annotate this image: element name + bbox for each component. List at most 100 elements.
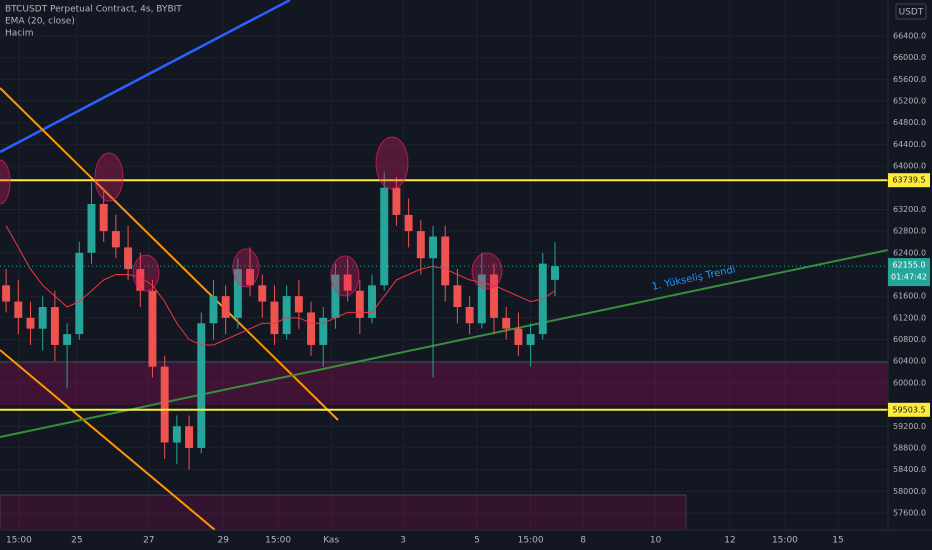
candle-body: [136, 269, 145, 291]
y-tick-label: 58000.0: [893, 487, 926, 496]
candle-body: [111, 231, 120, 248]
highlight: [330, 255, 360, 297]
candle-body: [99, 204, 108, 232]
candle-body: [551, 266, 559, 280]
candle-body: [87, 204, 96, 253]
trend-line: [0, 349, 216, 531]
candle-body: [319, 317, 328, 345]
candle-body: [368, 285, 376, 318]
x-tick-label: 15: [832, 536, 843, 546]
y-tick-label: 66000.0: [893, 53, 926, 62]
candle-body: [2, 285, 11, 302]
candle-body: [258, 285, 267, 302]
candle-body: [246, 269, 255, 286]
y-tick-label: 58800.0: [893, 443, 926, 452]
chart-title: BTCUSDT Perpetual Contract, 4s, BYBIT: [5, 5, 182, 15]
x-tick-label: 3: [400, 536, 406, 546]
ema-line: [5, 225, 556, 346]
last-price-label: 62155.0: [892, 261, 925, 270]
candle-body: [26, 317, 35, 329]
currency-box: [895, 3, 927, 20]
candle-body: [14, 301, 23, 318]
x-tick-label: 29: [217, 536, 229, 546]
x-tick-label: 10: [650, 536, 662, 546]
x-tick-label: 5: [474, 536, 480, 546]
candle-body: [209, 296, 218, 324]
candle-body: [270, 301, 279, 335]
candle-body: [185, 426, 194, 448]
candle-body: [331, 274, 340, 318]
x-tick-label: 15:00: [518, 536, 544, 546]
zone: [0, 362, 888, 405]
last-price-box: [888, 258, 930, 287]
y-tick-label: 60800.0: [893, 335, 926, 344]
y-tick-label: 65600.0: [893, 75, 926, 84]
candle-body: [307, 312, 316, 345]
y-tick-label: 58400.0: [893, 465, 926, 474]
highlight: [0, 159, 11, 205]
currency: USDT: [899, 8, 924, 18]
candle-body: [38, 307, 47, 329]
candle-body: [197, 323, 206, 448]
candle-body: [50, 307, 59, 345]
candle-body: [355, 290, 364, 318]
countdown: 01:47:42: [891, 273, 927, 282]
candle-body: [172, 426, 181, 443]
y-tick-label: 64800.0: [893, 118, 926, 127]
y-tick-label: 59200.0: [893, 422, 926, 431]
candles: [0, 171, 888, 470]
highlight: [94, 152, 124, 202]
zone: [0, 494, 687, 531]
y-tick-label: 57600.0: [893, 508, 926, 517]
candle-body: [124, 247, 133, 270]
x-tick-label: 25: [71, 536, 82, 546]
candle-body: [343, 274, 352, 291]
candle-body: [441, 236, 450, 286]
x-tick-label: 8: [580, 536, 586, 546]
candle-body: [490, 274, 498, 318]
level-label: 59503.5: [892, 405, 925, 414]
candle-body: [160, 366, 169, 443]
y-tick-label: 66400.0: [893, 31, 926, 40]
y-tick-label: 63200.0: [893, 205, 926, 214]
y-tick-label: 62400.0: [893, 248, 926, 257]
y-tick-label: 61600.0: [893, 292, 926, 301]
y-tick-label: 60000.0: [893, 378, 926, 387]
candle-body: [514, 328, 523, 345]
y-tick-label: 65200.0: [893, 97, 926, 106]
candle-body: [392, 187, 401, 215]
candle-body: [63, 334, 72, 345]
x-tick-label: 15:00: [772, 536, 798, 546]
highlights: [0, 136, 503, 297]
axes: 66400.0 66000.0 65600.0 65200.0 64800.0 64400…: [6, 31, 930, 546]
candle-body: [429, 236, 437, 259]
candle-body: [477, 274, 486, 324]
x-tick-label: 27: [143, 536, 154, 546]
y-tick-label: 62800.0: [893, 227, 926, 236]
candle-body: [75, 252, 84, 335]
highlight: [132, 254, 160, 292]
volume-label: Hacim: [5, 29, 34, 39]
candle-body: [380, 187, 389, 286]
level-label-box: [888, 173, 930, 188]
highlight: [375, 136, 409, 190]
x-tick-label: Kas: [323, 536, 339, 546]
highlight: [232, 248, 260, 288]
candle-body: [294, 296, 303, 313]
x-tick-label: 15:00: [6, 536, 32, 546]
candle-body: [148, 290, 157, 367]
y-tick-label: 64400.0: [893, 140, 926, 149]
candle-body: [526, 334, 535, 345]
trend-line: [0, 0, 291, 154]
y-tick-label: 64000.0: [893, 162, 926, 171]
candle-body: [502, 317, 511, 329]
highlight: [471, 252, 503, 290]
candle-body: [221, 296, 230, 318]
level-label-box: [888, 402, 930, 417]
trend-line: [0, 249, 889, 438]
y-tick-label: 60400.0: [893, 357, 926, 366]
trend-line: [0, 87, 339, 421]
